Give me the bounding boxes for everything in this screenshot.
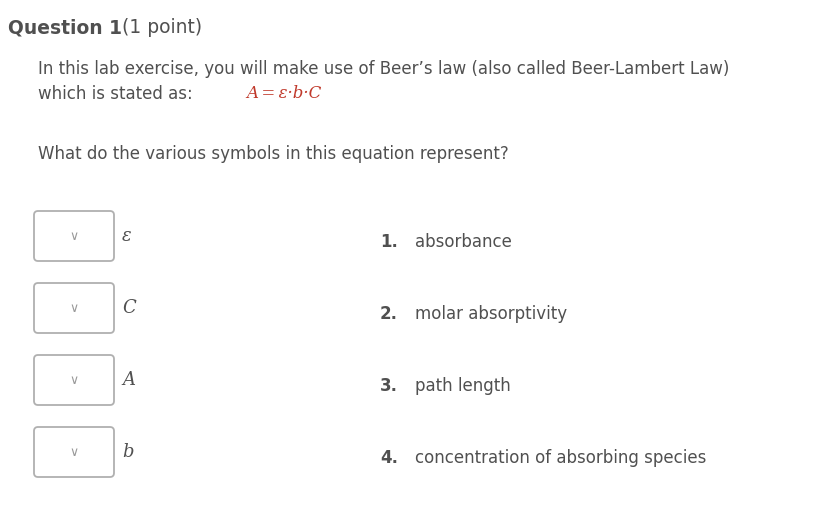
FancyBboxPatch shape [34, 427, 114, 477]
Text: 2.: 2. [379, 305, 397, 323]
Text: ∨: ∨ [70, 446, 79, 458]
Text: ε: ε [122, 227, 132, 245]
Text: b: b [122, 443, 133, 461]
FancyBboxPatch shape [34, 355, 114, 405]
Text: absorbance: absorbance [415, 233, 511, 251]
Text: molar absorptivity: molar absorptivity [415, 305, 566, 323]
FancyBboxPatch shape [34, 283, 114, 333]
Text: ∨: ∨ [70, 229, 79, 243]
Text: A: A [122, 371, 135, 389]
Text: 1.: 1. [379, 233, 397, 251]
Text: 4.: 4. [379, 449, 397, 467]
Text: C: C [122, 299, 136, 317]
Text: 3.: 3. [379, 377, 397, 395]
Text: path length: path length [415, 377, 510, 395]
Text: (1 point): (1 point) [116, 18, 202, 37]
Text: A = ε·b·C: A = ε·b·C [246, 85, 321, 102]
Text: In this lab exercise, you will make use of Beer’s law (also called Beer-Lambert : In this lab exercise, you will make use … [38, 60, 729, 78]
Text: which is stated as:: which is stated as: [38, 85, 203, 103]
FancyBboxPatch shape [34, 211, 114, 261]
Text: What do the various symbols in this equation represent?: What do the various symbols in this equa… [38, 145, 508, 163]
Text: concentration of absorbing species: concentration of absorbing species [415, 449, 705, 467]
Text: ∨: ∨ [70, 374, 79, 386]
Text: ∨: ∨ [70, 301, 79, 314]
Text: Question 1: Question 1 [8, 18, 122, 37]
